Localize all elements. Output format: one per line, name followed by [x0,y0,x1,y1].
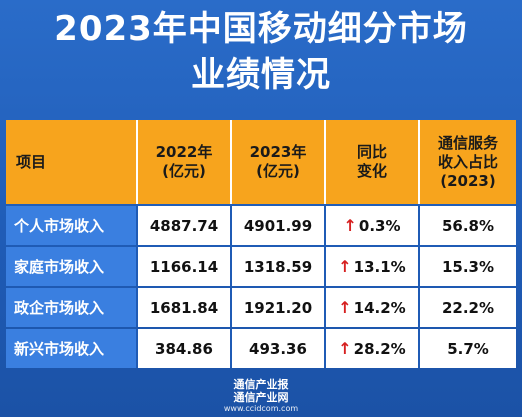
value-share: 15.3% [420,247,516,286]
header-2023-line2: (亿元) [256,162,300,180]
header-2023-line1: 2023年 [249,143,307,161]
header-item-label: 项目 [16,152,47,171]
value-2023: 1921.20 [232,288,326,327]
value-2022: 1166.14 [138,247,232,286]
header-share-line1: 通信服务 [437,133,498,152]
value-yoy: ↑ 0.3% [326,206,420,245]
header-share-line2: 收入占比 [437,152,498,171]
table-row: 新兴市场收入 384.86 493.36 ↑ 28.2% 5.7% [6,329,516,368]
header-yoy: 同比 变化 [326,120,420,204]
row-label: 新兴市场收入 [6,329,138,368]
header-2022-line1: 2022年 [155,143,213,161]
yoy-text: 0.3% [358,216,401,235]
value-yoy: ↑ 28.2% [326,329,420,368]
table-row: 个人市场收入 4887.74 4901.99 ↑ 0.3% 56.8% [6,206,516,245]
value-yoy: ↑ 13.1% [326,247,420,286]
value-yoy: ↑ 14.2% [326,288,420,327]
header-2022: 2022年 (亿元) [138,120,232,204]
row-label: 政企市场收入 [6,288,138,327]
page-title: 2023年中国移动细分市场 业绩情况 [0,6,522,98]
value-share: 22.2% [420,288,516,327]
header-yoy-line2: 变化 [356,162,387,180]
footer-line-2: 通信产业网 [233,391,289,404]
value-2022: 1681.84 [138,288,232,327]
value-share: 5.7% [420,329,516,368]
title-line-2: 业绩情况 [191,55,331,95]
header-2022-line2: (亿元) [162,162,206,180]
yoy-text: 13.1% [353,257,406,276]
value-2023: 4901.99 [232,206,326,245]
header-share-line3: (2023) [440,171,496,190]
value-2023: 493.36 [232,329,326,368]
up-arrow-icon: ↑ [338,298,352,317]
footer-url: www.ccidcom.com [223,404,299,413]
row-label: 家庭市场收入 [6,247,138,286]
table-body: 个人市场收入 4887.74 4901.99 ↑ 0.3% 56.8% 家庭市场… [6,206,516,370]
footer-line-1: 通信产业报 [233,378,289,391]
header-yoy-line1: 同比 [356,143,387,161]
header-item: 项目 [6,120,138,204]
yoy-text: 14.2% [353,298,406,317]
table-row: 家庭市场收入 1166.14 1318.59 ↑ 13.1% 15.3% [6,247,516,286]
value-share: 56.8% [420,206,516,245]
table-row: 政企市场收入 1681.84 1921.20 ↑ 14.2% 22.2% [6,288,516,327]
value-2022: 4887.74 [138,206,232,245]
up-arrow-icon: ↑ [338,339,352,358]
performance-table: 项目 2022年 (亿元) 2023年 (亿元) 同比 变化 [6,120,516,368]
footer-watermark: 通信产业报 通信产业网 www.ccidcom.com [0,378,522,414]
up-arrow-icon: ↑ [338,257,352,276]
row-label: 个人市场收入 [6,206,138,245]
table-header: 项目 2022年 (亿元) 2023年 (亿元) 同比 变化 [6,120,516,204]
header-share: 通信服务 收入占比 (2023) [420,120,516,204]
yoy-text: 28.2% [353,339,406,358]
title-line-1: 2023年中国移动细分市场 [54,9,468,49]
value-2023: 1318.59 [232,247,326,286]
value-2022: 384.86 [138,329,232,368]
header-2023: 2023年 (亿元) [232,120,326,204]
up-arrow-icon: ↑ [343,216,357,235]
